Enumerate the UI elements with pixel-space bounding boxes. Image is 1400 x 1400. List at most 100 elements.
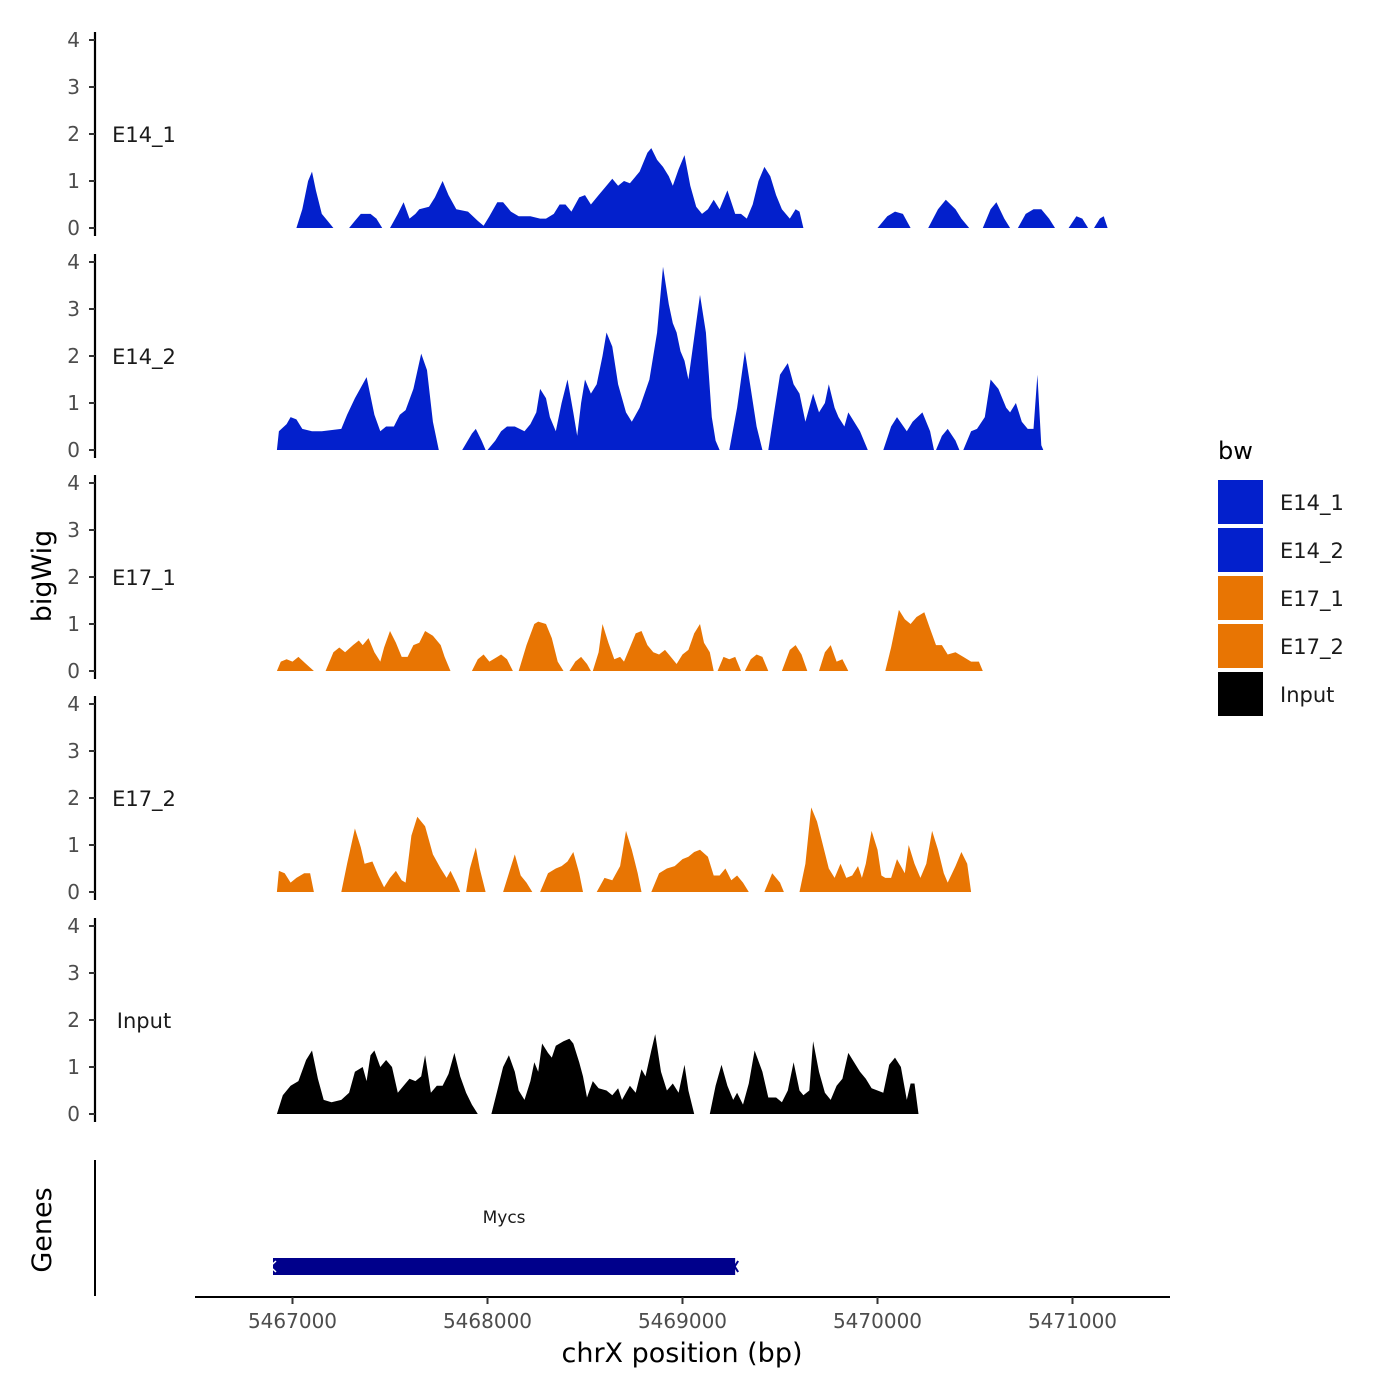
- legend-swatch: [1218, 672, 1263, 716]
- track-label: Input: [117, 1009, 171, 1033]
- signal-area: [729, 351, 763, 450]
- y-tick-label: 0: [67, 438, 80, 462]
- y-tick-label: 2: [67, 786, 80, 810]
- gene-panel: Genes Mycs: [27, 1160, 739, 1296]
- signal-area: [491, 1034, 695, 1114]
- signal-area: [1017, 209, 1055, 228]
- signal-area: [928, 199, 970, 228]
- signal-area: [768, 363, 868, 450]
- signal-area: [1068, 216, 1089, 228]
- signal-area: [982, 202, 1011, 228]
- y-tick-label: 2: [67, 1008, 80, 1032]
- signal-area: [717, 656, 741, 671]
- x-axis-title: chrX position (bp): [561, 1338, 802, 1369]
- y-tick-label: 1: [67, 1055, 80, 1079]
- signal-area: [325, 631, 451, 671]
- x-tick-label: 5467000: [248, 1309, 337, 1333]
- signal-area: [341, 816, 461, 892]
- gene-body: [273, 1258, 736, 1275]
- signal-area: [651, 849, 749, 892]
- legend-item: E14_1: [1218, 480, 1344, 524]
- signal-area: [963, 374, 1044, 450]
- x-axis-ticks: 5467000 5468000 5469000 5470000 5471000: [248, 1297, 1117, 1333]
- signal-area: [276, 1050, 478, 1114]
- gene-strand-marker: [268, 1260, 277, 1273]
- legend-label: E14_2: [1280, 539, 1344, 564]
- genes-axis-title: Genes: [27, 1187, 58, 1272]
- signal-area: [466, 847, 486, 892]
- y-tick-label: 0: [67, 659, 80, 683]
- gene-track: Mycs: [268, 1208, 739, 1275]
- legend-swatch: [1218, 576, 1263, 620]
- signal-area: [819, 645, 849, 671]
- signal-area: [877, 211, 911, 228]
- legend-label: Input: [1280, 683, 1334, 707]
- signal-tracks: 0 1 2 3 4 E14_1 0 1 2 3 4 E14_2 0 1 2 3 4 E17_1 0 1 2 3 4 E17_2…: [67, 28, 1108, 1126]
- x-tick-label: 5469000: [638, 1309, 727, 1333]
- signal-area: [781, 645, 808, 671]
- x-tick-label: 5471000: [1028, 1309, 1117, 1333]
- signal-area: [569, 656, 591, 671]
- gene-end-marker: [730, 1260, 739, 1273]
- legend-swatch: [1218, 624, 1263, 668]
- signal-area: [503, 854, 533, 892]
- y-tick-label: 3: [67, 75, 80, 99]
- signal-area: [471, 654, 513, 671]
- legend-title: bw: [1218, 437, 1253, 465]
- y-tick-label: 2: [67, 122, 80, 146]
- legend-item: E14_2: [1218, 528, 1344, 572]
- signal-area: [276, 870, 314, 892]
- y-tick-label: 0: [67, 880, 80, 904]
- signal-area: [936, 428, 960, 450]
- legend-label: E14_1: [1280, 491, 1344, 516]
- signal-area: [596, 830, 642, 892]
- legend-label: E17_1: [1280, 587, 1344, 612]
- y-tick-label: 1: [67, 391, 80, 415]
- y-tick-label: 3: [67, 518, 80, 542]
- signal-area: [592, 624, 714, 671]
- y-axis-title: bigWig: [27, 530, 58, 623]
- signal-area: [349, 213, 383, 228]
- track-e14-2: 0 1 2 3 4 E14_2: [67, 250, 1044, 462]
- signal-area: [744, 654, 769, 671]
- y-tick-label: 4: [67, 250, 80, 274]
- y-tick-label: 1: [67, 833, 80, 857]
- track-e14-1: 0 1 2 3 4 E14_1: [67, 28, 1108, 240]
- y-tick-label: 1: [67, 169, 80, 193]
- track-label: E17_1: [112, 566, 176, 591]
- y-tick-label: 1: [67, 612, 80, 636]
- signal-area: [276, 656, 314, 671]
- track-e17-2: 0 1 2 3 4 E17_2: [67, 692, 972, 904]
- y-tick-label: 2: [67, 344, 80, 368]
- y-tick-label: 2: [67, 565, 80, 589]
- signal-area: [799, 807, 972, 892]
- signal-area: [883, 412, 934, 450]
- signal-area: [885, 609, 983, 671]
- y-tick-label: 4: [67, 914, 80, 938]
- signal-area: [390, 148, 804, 228]
- y-tick-label: 0: [67, 1102, 80, 1126]
- y-tick-label: 3: [67, 961, 80, 985]
- legend-item: Input: [1218, 672, 1334, 716]
- track-label: E14_1: [112, 123, 176, 148]
- signal-area: [462, 428, 486, 450]
- legend-swatch: [1218, 480, 1263, 524]
- y-tick-label: 3: [67, 739, 80, 763]
- signal-area: [1094, 216, 1108, 228]
- signal-area: [296, 171, 334, 228]
- y-tick-label: 4: [67, 28, 80, 52]
- y-tick-label: 4: [67, 471, 80, 495]
- y-tick-label: 4: [67, 692, 80, 716]
- legend-item: E17_1: [1218, 576, 1344, 620]
- signal-area: [276, 353, 439, 450]
- track-e17-1: 0 1 2 3 4 E17_1: [67, 471, 983, 683]
- signal-area: [709, 1041, 919, 1114]
- x-axis: 5467000 5468000 5469000 5470000 5471000 chrX…: [195, 1296, 1170, 1369]
- signal-area: [518, 621, 564, 671]
- signal-area: [487, 266, 720, 450]
- x-tick-label: 5470000: [833, 1309, 922, 1333]
- legend: bw E14_1 E14_2 E17_1 E17_2 Input: [1218, 437, 1344, 716]
- legend-item: E17_2: [1218, 624, 1344, 668]
- x-tick-label: 5468000: [443, 1309, 532, 1333]
